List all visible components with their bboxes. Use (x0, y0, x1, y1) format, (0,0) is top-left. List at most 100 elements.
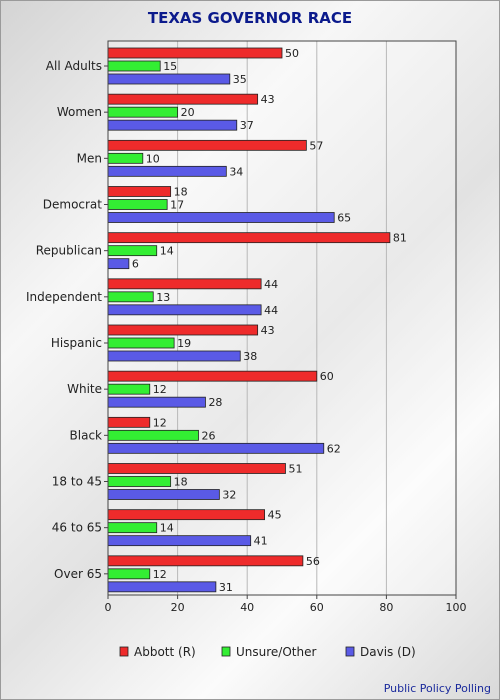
bar (107, 245, 158, 257)
category-label: Independent (26, 290, 102, 304)
category-label: Over 65 (54, 567, 102, 581)
category-label: Men (77, 151, 102, 165)
category-label: All Adults (46, 59, 102, 73)
bar (107, 568, 151, 580)
category-label: Women (57, 105, 102, 119)
x-tick-label: 0 (105, 601, 112, 614)
data-label: 12 (153, 568, 167, 581)
data-label: 62 (327, 442, 341, 455)
bar (107, 416, 151, 428)
legend-swatch (345, 646, 355, 657)
data-label: 44 (264, 278, 278, 291)
legend-label: Abbott (R) (134, 645, 196, 659)
bar (107, 489, 220, 500)
data-label: 12 (153, 383, 167, 396)
data-label: 18 (174, 186, 188, 199)
legend-label: Unsure/Other (236, 645, 316, 659)
x-tick-label: 100 (446, 601, 467, 614)
data-label: 50 (285, 47, 299, 60)
data-label: 51 (288, 463, 302, 476)
bar (107, 119, 238, 131)
bar (107, 535, 252, 547)
bar (107, 383, 151, 395)
bar (107, 212, 335, 223)
chart-title: TEXAS GOVERNOR RACE (148, 9, 352, 27)
bar (107, 73, 231, 85)
plot-area (108, 41, 456, 595)
bar (107, 232, 391, 244)
data-label: 44 (264, 304, 278, 317)
bar (107, 152, 144, 164)
data-label: 13 (156, 291, 170, 304)
bar (107, 258, 130, 270)
category-label: Black (70, 428, 103, 442)
category-label: Democrat (43, 198, 103, 212)
data-label: 12 (153, 416, 167, 429)
data-label: 65 (337, 212, 351, 225)
plot-border (107, 40, 457, 596)
data-label: 28 (208, 396, 222, 409)
bar (107, 199, 168, 210)
category-label: Hispanic (51, 336, 102, 350)
bar (107, 350, 241, 362)
bar (107, 139, 307, 151)
bar (107, 555, 304, 567)
data-label: 43 (261, 324, 275, 337)
bar (107, 106, 178, 118)
bar (107, 522, 158, 534)
bar (107, 186, 172, 197)
category-label: Republican (36, 244, 102, 258)
data-label: 60 (320, 370, 334, 383)
category-label: 18 to 45 (52, 475, 102, 489)
data-label: 26 (201, 429, 215, 442)
bar (107, 509, 266, 521)
x-tick-label: 40 (240, 601, 254, 614)
data-label: 45 (268, 509, 282, 522)
data-label: 34 (229, 165, 243, 178)
bar (107, 324, 259, 336)
source-credit: Public Policy Polling (383, 682, 491, 695)
data-label: 19 (177, 337, 191, 350)
data-label: 20 (181, 106, 195, 119)
data-label: 10 (146, 152, 160, 165)
data-label: 56 (306, 555, 320, 568)
bar (107, 476, 172, 487)
legend-swatch (221, 646, 231, 657)
bar (107, 581, 217, 593)
bar (107, 60, 161, 72)
data-label: 6 (132, 258, 139, 271)
bar (107, 304, 262, 316)
bar (107, 47, 283, 59)
bar (107, 370, 318, 382)
data-label: 18 (174, 476, 188, 489)
bar (107, 165, 227, 177)
x-tick-label: 60 (310, 601, 324, 614)
data-label: 57 (309, 139, 323, 152)
x-tick-label: 80 (379, 601, 393, 614)
legend-label: Davis (D) (360, 645, 416, 659)
bar (107, 463, 286, 474)
category-label: White (67, 382, 102, 396)
data-label: 31 (219, 581, 233, 594)
data-label: 15 (163, 60, 177, 73)
x-tick-label: 20 (171, 601, 185, 614)
data-label: 37 (240, 119, 254, 132)
data-label: 38 (243, 350, 257, 363)
data-label: 32 (222, 489, 236, 502)
data-label: 43 (261, 93, 275, 106)
bar (107, 429, 199, 441)
bar (107, 396, 206, 408)
data-label: 81 (393, 232, 407, 245)
category-label: 46 to 65 (52, 521, 102, 535)
legend-swatch (119, 646, 129, 657)
data-label: 14 (160, 522, 174, 535)
bar (107, 442, 325, 454)
data-label: 35 (233, 73, 247, 86)
data-label: 14 (160, 245, 174, 258)
data-label: 17 (170, 199, 184, 212)
bar (107, 337, 175, 349)
bar (107, 291, 154, 303)
bar (107, 93, 259, 105)
